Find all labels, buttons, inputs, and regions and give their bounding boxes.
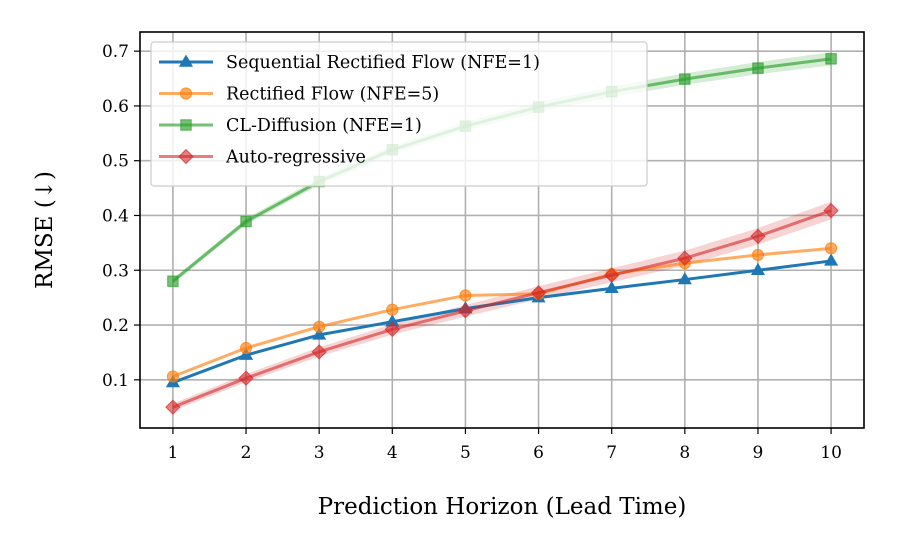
legend-label: Auto-regressive (225, 148, 366, 168)
data-point (312, 327, 327, 340)
data-point (679, 73, 691, 85)
y-tick-label: 0.6 (102, 97, 129, 117)
data-point (457, 303, 474, 319)
series-auto-regressive (165, 202, 839, 415)
series-line (172, 246, 832, 378)
legend-swatch-cl-diffusion (159, 119, 213, 131)
legend-label: Sequential Rectified Flow (NFE=1) (226, 53, 540, 73)
data-point (751, 248, 765, 262)
y-axis-ticks: 0.1 0.2 0.3 0.4 0.5 0.6 0.7 (102, 42, 140, 391)
y-tick-label: 0.7 (102, 42, 129, 62)
data-point (677, 250, 693, 266)
data-point (459, 289, 472, 302)
y-tick-label: 0.3 (102, 261, 129, 281)
x-tick-label: 6 (533, 443, 544, 463)
data-point (752, 62, 764, 74)
data-point (825, 53, 837, 65)
x-axis-title: Prediction Horizon (Lead Time) (318, 494, 687, 520)
legend-marker (178, 148, 194, 165)
data-point (530, 285, 547, 301)
data-point (238, 370, 254, 386)
legend-swatch-auto-regressive (159, 148, 213, 165)
data-point (384, 321, 401, 338)
legend-label: Rectified Flow (NFE=5) (226, 85, 439, 105)
x-tick-label: 5 (460, 443, 471, 463)
legend: Sequential Rectified Flow (NFE=1) Rectif… (150, 41, 648, 187)
data-point (165, 399, 181, 415)
data-point (386, 303, 399, 316)
y-tick-label: 0.5 (102, 152, 129, 172)
x-axis-ticks: 1 2 3 4 5 6 7 8 9 10 (167, 428, 842, 463)
x-tick-label: 10 (820, 443, 842, 463)
legend-marker (180, 119, 192, 131)
y-tick-label: 0.4 (102, 206, 129, 226)
error-bands (172, 52, 832, 411)
data-point (824, 242, 838, 255)
series-line (172, 209, 832, 409)
error-band (172, 201, 832, 411)
data-point (239, 341, 253, 355)
plot-frame (139, 31, 865, 429)
x-tick-label: 2 (241, 443, 252, 463)
y-tick-label: 0.2 (102, 316, 129, 336)
data-point (750, 262, 765, 275)
legend-swatch-rectified-flow (159, 87, 213, 100)
legend-marker (178, 54, 194, 67)
data-point (677, 272, 692, 285)
legend-item: Sequential Rectified Flow (NFE=1) (159, 53, 540, 73)
series-line (172, 259, 832, 384)
x-tick-label: 7 (606, 443, 617, 463)
data-point (750, 228, 766, 245)
y-axis-title: RMSE (↓) (32, 171, 58, 289)
x-tick-label: 9 (753, 443, 764, 463)
data-point (166, 370, 180, 383)
data-point (311, 344, 327, 360)
x-tick-label: 8 (679, 443, 690, 463)
legend-item: Rectified Flow (NFE=5) (159, 85, 439, 105)
x-tick-label: 1 (167, 443, 178, 463)
data-point (604, 280, 619, 294)
legend-item: CL-Diffusion (NFE=1) (159, 116, 422, 136)
legend-box (150, 41, 648, 187)
data-point (603, 267, 620, 283)
data-point (240, 215, 252, 228)
data-point (167, 275, 179, 287)
legend-label: CL-Diffusion (NFE=1) (226, 116, 422, 136)
data-point (823, 202, 839, 219)
y-tick-label: 0.1 (102, 371, 129, 391)
series-rectified-flow-nfe-5 (166, 242, 838, 383)
legend-marker (179, 87, 193, 100)
legend-item: Auto-regressive (159, 148, 366, 168)
data-point (313, 320, 326, 333)
x-tick-label: 4 (387, 443, 398, 463)
data-point (824, 253, 839, 266)
legend-swatch-sequential-rf (159, 54, 213, 67)
x-tick-label: 3 (314, 443, 325, 463)
